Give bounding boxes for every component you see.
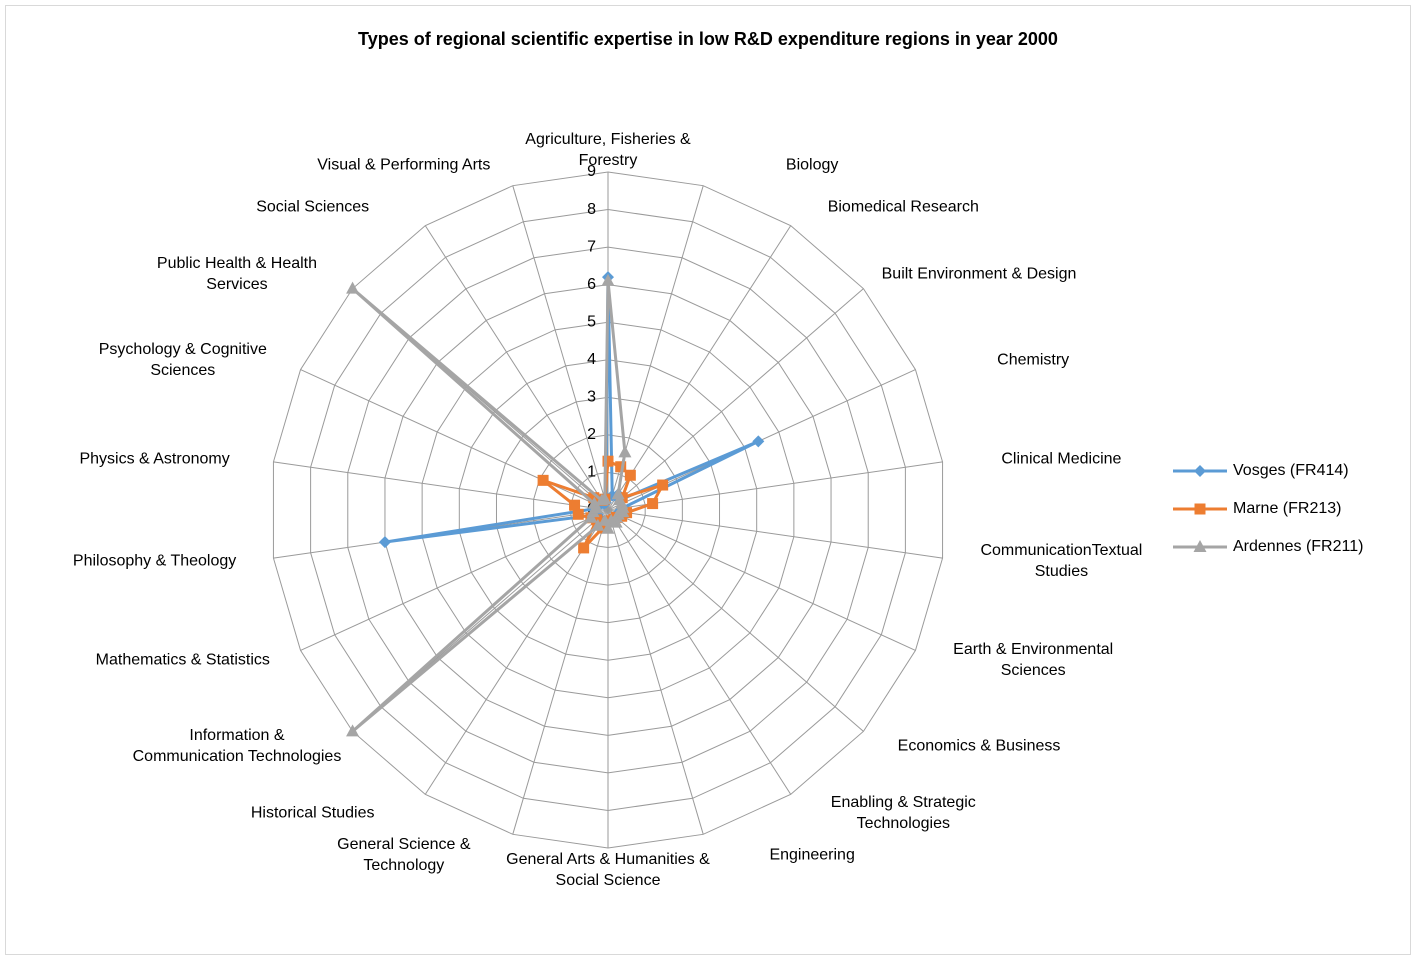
spoke	[607, 509, 864, 732]
r-tick-label: 9	[587, 163, 596, 180]
legend-label: Ardennes (FR211)	[1233, 538, 1363, 555]
r-tick-label: 7	[587, 238, 596, 255]
category-label: Engineering	[769, 846, 855, 864]
category-label: Built Environment & Design	[881, 265, 1077, 283]
data-point	[572, 508, 584, 520]
legend-label: Vosges (FR414)	[1233, 462, 1349, 479]
r-tick-label: 3	[587, 389, 596, 406]
legend-marker	[1194, 465, 1206, 477]
r-tick-label: 4	[587, 351, 596, 368]
spoke	[512, 185, 609, 511]
data-point	[752, 435, 765, 448]
data-point	[657, 479, 669, 491]
spoke	[607, 509, 916, 651]
spoke	[424, 509, 609, 795]
data-point	[624, 469, 636, 481]
data-point	[601, 273, 615, 286]
spoke	[607, 225, 792, 511]
data-point	[601, 521, 615, 534]
data-point	[588, 492, 600, 504]
category-label: Historical Studies	[250, 804, 375, 822]
data-point	[598, 492, 612, 505]
category-label: Earth & Environmental Sciences	[953, 640, 1114, 679]
category-label: Social Sciences	[256, 198, 370, 216]
category-label: Chemistry	[997, 351, 1070, 369]
category-label: General Arts & Humanities & Social Scien…	[506, 851, 710, 889]
category-label: Philosophy & Theology	[72, 552, 237, 570]
legend-marker	[1193, 540, 1207, 552]
data-point	[598, 513, 612, 526]
chart-border	[5, 5, 1411, 955]
spoke	[607, 461, 943, 511]
legend-marker	[1194, 503, 1206, 515]
data-point	[346, 281, 360, 294]
r-tick-label: 1	[587, 464, 596, 481]
spoke	[300, 509, 609, 651]
spoke	[607, 509, 704, 835]
r-tick-label: 8	[587, 201, 596, 218]
data-point	[591, 518, 605, 531]
category-label: Mathematics & Statistics	[95, 651, 270, 669]
data-point	[618, 445, 632, 458]
data-point	[587, 496, 601, 509]
legend-label: Marne (FR213)	[1233, 500, 1341, 517]
spoke	[512, 509, 609, 835]
data-point	[537, 474, 549, 486]
category-label: Enabling & Strategic Technologies	[830, 793, 976, 832]
data-point	[346, 724, 360, 737]
data-point	[378, 536, 391, 549]
data-point	[578, 542, 590, 554]
category-label: Clinical Medicine	[1001, 450, 1122, 468]
chart-title: Types of regional scientific expertise i…	[358, 29, 1058, 49]
category-label: General Science & Technology	[337, 836, 471, 875]
r-tick-label: 5	[587, 313, 596, 330]
category-label: Biomedical Research	[827, 198, 979, 216]
spoke	[607, 509, 943, 559]
category-label: Psychology & Cognitive Sciences	[98, 341, 267, 380]
category-label: Economics & Business	[897, 737, 1061, 755]
r-tick-label: 2	[587, 426, 596, 443]
data-point	[647, 498, 659, 510]
data-point	[569, 499, 581, 511]
spoke	[273, 461, 609, 511]
category-label: CommunicationTextual Studies	[980, 542, 1143, 581]
data-point	[615, 461, 627, 473]
category-label: Agriculture, Fisheries & Forestry	[525, 131, 691, 169]
category-label: Information & Communication Technologies	[132, 726, 342, 765]
data-point	[611, 487, 625, 500]
category-label: Biology	[785, 156, 839, 174]
data-point	[591, 514, 603, 526]
spoke	[607, 288, 864, 511]
category-label: Physics & Astronomy	[79, 450, 230, 468]
spoke	[607, 509, 792, 795]
category-label: Visual & Performing Arts	[317, 156, 491, 174]
r-tick-label: 6	[587, 276, 596, 293]
spoke	[424, 225, 609, 511]
data-point	[602, 455, 614, 467]
category-label: Public Health & Health Services	[156, 255, 318, 294]
